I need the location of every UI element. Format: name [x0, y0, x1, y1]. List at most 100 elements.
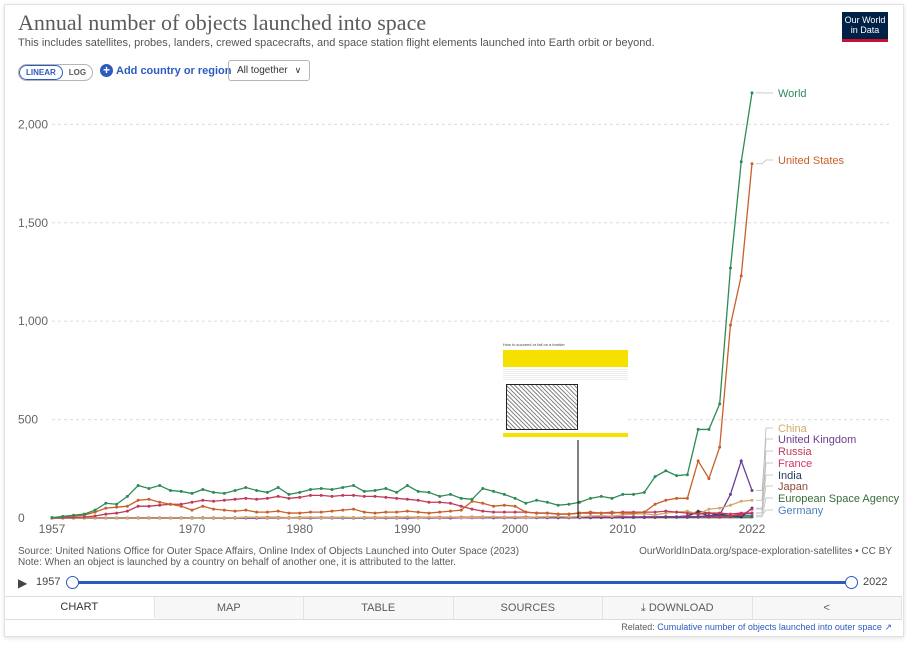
y-tick-label: 500: [18, 413, 38, 427]
data-point: [728, 492, 732, 496]
data-point: [201, 504, 205, 508]
data-point: [330, 487, 334, 491]
legend-label: Japan: [778, 481, 808, 493]
data-point: [470, 515, 474, 519]
tab-table[interactable]: TABLE: [304, 597, 454, 619]
legend-label: United States: [778, 155, 845, 167]
overlay-highlight: [503, 350, 628, 367]
data-point: [739, 499, 743, 503]
tab-map[interactable]: MAP: [155, 597, 304, 619]
tab-chart[interactable]: CHART: [5, 597, 155, 619]
data-point: [707, 427, 711, 431]
legend-label: United Kingdom: [778, 434, 856, 446]
share-icon: <: [823, 602, 830, 614]
source-url[interactable]: OurWorldInData.org/space-exploration-sat…: [639, 546, 892, 557]
data-point: [287, 516, 291, 520]
data-point: [158, 503, 162, 507]
data-point: [352, 507, 356, 511]
related-link-row: Related: Cumulative number of objects la…: [621, 622, 892, 633]
data-point: [384, 486, 388, 490]
data-point: [502, 503, 506, 507]
data-point: [125, 509, 129, 513]
external-link-icon: ↗: [884, 622, 892, 632]
series-line: [51, 163, 753, 519]
data-point: [599, 494, 603, 498]
timeline-end-handle[interactable]: [845, 576, 858, 589]
data-point: [707, 511, 711, 515]
data-point: [416, 489, 420, 493]
data-point: [115, 505, 119, 509]
data-point: [685, 515, 689, 519]
data-point: [147, 516, 151, 520]
timeline-track[interactable]: [72, 581, 850, 584]
data-point: [168, 488, 172, 492]
data-point: [567, 515, 571, 519]
data-point: [653, 502, 657, 506]
tab-share[interactable]: <: [753, 597, 902, 619]
data-point: [696, 512, 700, 516]
data-point: [265, 510, 269, 514]
data-point: [427, 511, 431, 515]
data-point: [115, 502, 119, 506]
data-point: [222, 498, 226, 502]
data-point: [481, 501, 485, 505]
data-point: [265, 490, 269, 494]
data-point: [201, 516, 205, 520]
data-point: [222, 491, 226, 495]
x-tick-label: 2010: [609, 522, 636, 536]
data-point: [632, 515, 636, 519]
data-point: [448, 515, 452, 519]
data-point: [212, 499, 216, 503]
add-country-button[interactable]: + Add country or region: [100, 64, 232, 77]
data-point: [718, 511, 722, 515]
data-point: [352, 493, 356, 497]
data-point: [728, 323, 732, 327]
data-point: [481, 515, 485, 519]
data-point: [319, 516, 323, 520]
data-point: [125, 516, 129, 520]
linear-button[interactable]: LINEAR: [19, 65, 63, 80]
data-point: [642, 490, 646, 494]
related-link[interactable]: Cumulative number of objects launched in…: [657, 622, 882, 632]
data-point: [524, 501, 528, 505]
data-point: [298, 495, 302, 499]
data-point: [416, 516, 420, 520]
legend-connector: [756, 497, 773, 518]
data-point: [341, 485, 345, 489]
data-point: [492, 515, 496, 519]
data-point: [276, 516, 280, 520]
data-point: [545, 515, 549, 519]
data-point: [190, 491, 194, 495]
data-point: [255, 488, 259, 492]
x-tick-label: 1980: [286, 522, 313, 536]
data-point: [179, 516, 183, 520]
play-icon[interactable]: ▶: [18, 576, 28, 590]
data-point: [341, 515, 345, 519]
tab-download[interactable]: ⤓ DOWNLOAD: [603, 597, 753, 619]
timeline-start-handle[interactable]: [66, 576, 79, 589]
data-point: [255, 497, 259, 501]
data-point: [739, 160, 743, 164]
data-point: [362, 494, 366, 498]
article-overlay[interactable]: How to succeed or fail on a frontier: [503, 342, 628, 440]
all-together-dropdown[interactable]: All together ∨: [228, 60, 311, 81]
data-point: [373, 516, 377, 520]
data-point: [728, 512, 732, 516]
y-tick-label: 1,000: [18, 314, 48, 328]
data-point: [513, 510, 517, 514]
owid-logo[interactable]: Our World in Data: [842, 12, 888, 42]
data-point: [244, 508, 248, 512]
y-tick-label: 0: [18, 511, 25, 525]
data-point: [190, 508, 194, 512]
data-point: [750, 91, 754, 95]
legend-connector: [756, 438, 773, 491]
all-together-label: All together: [237, 65, 288, 76]
data-point: [93, 514, 97, 518]
tab-sources[interactable]: SOURCES: [454, 597, 603, 619]
data-point: [427, 515, 431, 519]
data-point: [718, 506, 722, 510]
log-button[interactable]: LOG: [68, 68, 87, 77]
data-point: [276, 509, 280, 513]
legend-connector: [756, 485, 773, 514]
